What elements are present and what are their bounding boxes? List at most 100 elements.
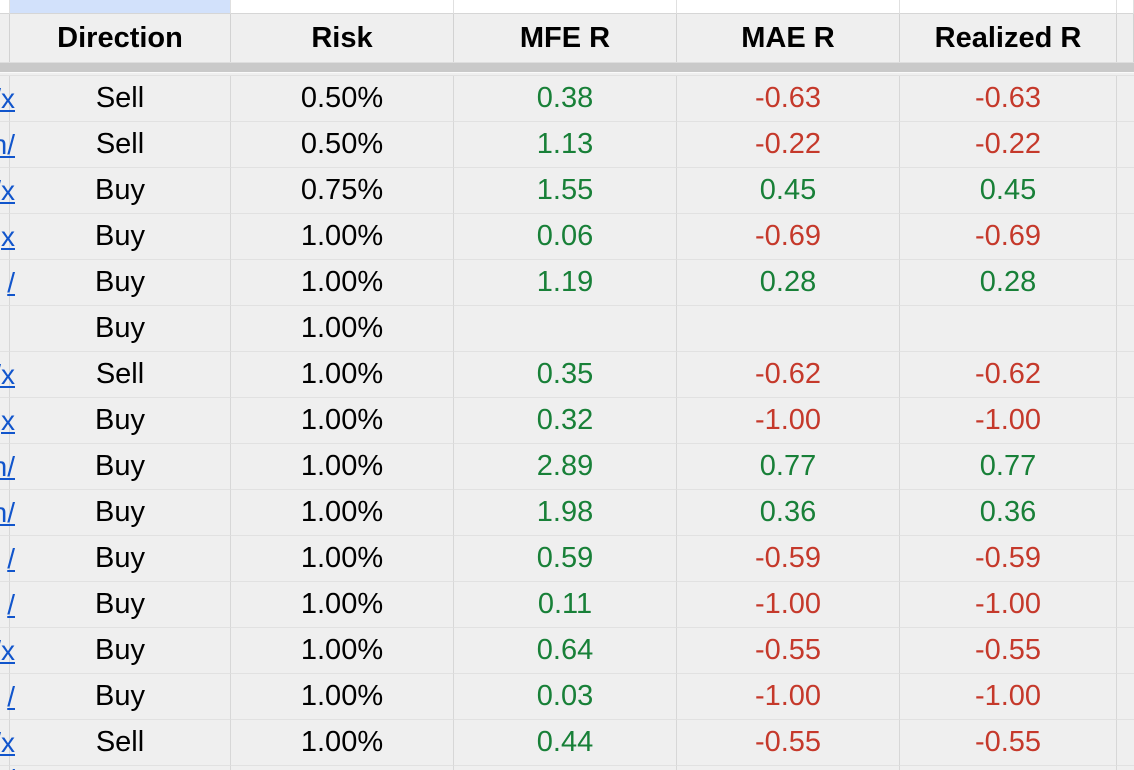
risk-cell[interactable]: 1.00% (231, 444, 454, 490)
link-fragment[interactable]: /x (0, 726, 15, 758)
cell-link-column[interactable]: /x (0, 76, 15, 122)
mfe-cell[interactable]: 0.11 (454, 582, 677, 628)
direction-cell[interactable]: Buy (10, 260, 231, 306)
direction-cell[interactable]: Buy (10, 582, 231, 628)
risk-cell[interactable]: 1.00% (231, 582, 454, 628)
risk-cell[interactable]: 0.50% (231, 122, 454, 168)
cell[interactable] (1117, 490, 1134, 536)
realized-cell[interactable]: -1.00 (900, 398, 1117, 444)
column-header-risk[interactable]: Risk (231, 14, 454, 62)
realized-cell[interactable]: -0.63 (900, 76, 1117, 122)
cell-link-column[interactable]: /x (0, 352, 15, 398)
link-fragment[interactable]: n/ (0, 128, 15, 160)
mfe-cell[interactable] (454, 306, 677, 352)
selected-cell-highlight[interactable] (10, 0, 231, 14)
cell-link-column[interactable]: / (0, 260, 15, 306)
direction-cell[interactable]: Buy (10, 490, 231, 536)
mfe-cell[interactable]: 0.03 (454, 674, 677, 720)
risk-cell[interactable]: 1.00% (231, 720, 454, 766)
mae-cell[interactable]: -0.55 (677, 628, 900, 674)
mfe-cell[interactable] (454, 766, 677, 770)
mae-cell[interactable]: 0.77 (677, 444, 900, 490)
mfe-cell[interactable]: 0.32 (454, 398, 677, 444)
column-header-mfe-r[interactable]: MFE R (454, 14, 677, 62)
risk-cell[interactable]: 1.00% (231, 490, 454, 536)
mfe-cell[interactable]: 0.59 (454, 536, 677, 582)
mfe-cell[interactable]: 0.64 (454, 628, 677, 674)
direction-cell[interactable]: Buy (10, 306, 231, 352)
direction-cell[interactable]: Buy (10, 536, 231, 582)
realized-cell[interactable]: -0.22 (900, 122, 1117, 168)
mae-cell[interactable]: -0.22 (677, 122, 900, 168)
mae-cell[interactable]: 0.45 (677, 168, 900, 214)
risk-cell[interactable]: 1.00% (231, 628, 454, 674)
realized-cell[interactable]: -1.00 (900, 582, 1117, 628)
cell[interactable] (677, 0, 900, 14)
cell[interactable] (1117, 766, 1134, 770)
cell-link-column[interactable]: /x (0, 168, 15, 214)
cell-link-column[interactable]: /x (0, 628, 15, 674)
cell[interactable] (900, 0, 1117, 14)
realized-cell[interactable]: -0.55 (900, 720, 1117, 766)
direction-cell[interactable]: Buy (10, 444, 231, 490)
direction-cell[interactable]: Buy (10, 628, 231, 674)
risk-cell[interactable]: 0.75% (231, 168, 454, 214)
cell[interactable] (1117, 168, 1134, 214)
mfe-cell[interactable]: 2.89 (454, 444, 677, 490)
realized-cell[interactable]: -1.00 (900, 674, 1117, 720)
risk-cell[interactable] (231, 766, 454, 770)
realized-cell[interactable]: 0.77 (900, 444, 1117, 490)
mae-cell[interactable]: -0.62 (677, 352, 900, 398)
risk-cell[interactable]: 1.00% (231, 260, 454, 306)
link-fragment[interactable]: / (7, 588, 15, 620)
cell-link-column[interactable]: / (0, 582, 15, 628)
cell[interactable] (1117, 444, 1134, 490)
mae-cell[interactable]: 0.36 (677, 490, 900, 536)
mfe-cell[interactable]: 0.44 (454, 720, 677, 766)
risk-cell[interactable]: 1.00% (231, 214, 454, 260)
cell-link-column[interactable] (0, 0, 10, 14)
cell[interactable] (1117, 720, 1134, 766)
realized-cell[interactable]: -0.59 (900, 536, 1117, 582)
cell[interactable] (1117, 306, 1134, 352)
mfe-cell[interactable]: 0.35 (454, 352, 677, 398)
cell-link-column[interactable]: n/ (0, 490, 15, 536)
mfe-cell[interactable]: 1.55 (454, 168, 677, 214)
link-fragment[interactable]: /x (0, 82, 15, 114)
risk-cell[interactable]: 1.00% (231, 674, 454, 720)
cell-link-column[interactable]: n/ (0, 444, 15, 490)
direction-cell[interactable]: Sell (10, 352, 231, 398)
direction-cell[interactable]: Sell (10, 76, 231, 122)
mae-cell[interactable]: -1.00 (677, 582, 900, 628)
realized-cell[interactable] (900, 766, 1117, 770)
cell-link-column[interactable]: n/ (0, 122, 15, 168)
risk-cell[interactable]: 1.00% (231, 352, 454, 398)
cell-link-column[interactable]: x (0, 398, 15, 444)
risk-cell[interactable]: 1.00% (231, 398, 454, 444)
direction-cell[interactable]: Buy (10, 168, 231, 214)
direction-cell[interactable]: Buy (10, 398, 231, 444)
link-fragment[interactable]: /x (0, 174, 15, 206)
cell[interactable] (1117, 260, 1134, 306)
direction-cell[interactable] (10, 766, 231, 770)
mfe-cell[interactable]: 0.06 (454, 214, 677, 260)
risk-cell[interactable]: 1.00% (231, 306, 454, 352)
link-fragment[interactable]: / (7, 766, 15, 770)
cell[interactable] (1117, 122, 1134, 168)
direction-cell[interactable]: Buy (10, 674, 231, 720)
link-fragment[interactable]: /x (0, 634, 15, 666)
mfe-cell[interactable]: 1.98 (454, 490, 677, 536)
risk-cell[interactable]: 0.50% (231, 76, 454, 122)
cell-link-column[interactable]: / (0, 766, 15, 770)
risk-cell[interactable]: 1.00% (231, 536, 454, 582)
cell[interactable] (1117, 628, 1134, 674)
mae-cell[interactable]: -0.59 (677, 536, 900, 582)
link-fragment[interactable]: n/ (0, 450, 15, 482)
link-fragment[interactable]: /x (0, 358, 15, 390)
column-header-mae-r[interactable]: MAE R (677, 14, 900, 62)
link-fragment[interactable]: / (7, 542, 15, 574)
cell[interactable] (1117, 674, 1134, 720)
cell[interactable] (1117, 352, 1134, 398)
cell-link-column[interactable] (0, 306, 10, 352)
realized-cell[interactable]: -0.69 (900, 214, 1117, 260)
